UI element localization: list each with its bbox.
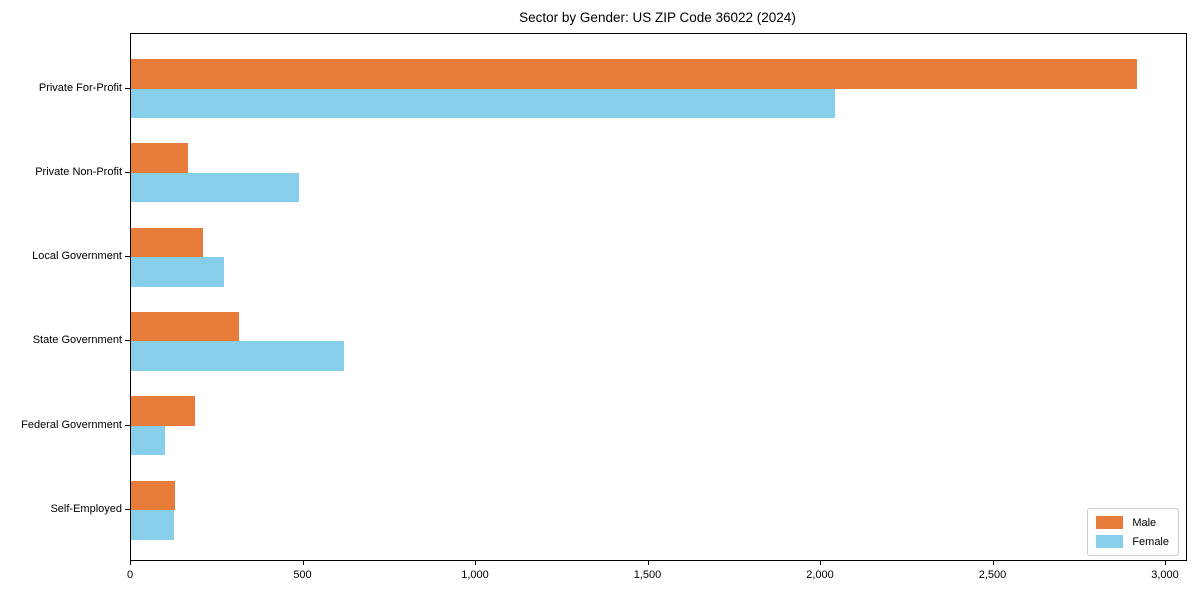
x-tick-mark-3 (647, 560, 649, 565)
x-tick-mark-5 (992, 560, 994, 565)
bar-female-1 (131, 172, 299, 203)
x-tick-mark-1 (302, 560, 304, 565)
legend-swatch-female (1096, 535, 1124, 548)
bar-female-0 (131, 88, 835, 118)
x-tick-label-4: 2,000 (806, 569, 834, 581)
x-tick-label-2: 1,000 (461, 569, 489, 581)
bar-male-1 (131, 143, 188, 173)
y-tick-label-3: State Government (32, 334, 122, 347)
y-tick-mark-2 (125, 256, 130, 258)
y-tick-mark-1 (125, 171, 130, 173)
y-tick-mark-0 (125, 87, 130, 89)
legend-label-female: Female (1132, 535, 1169, 548)
bar-male-0 (131, 59, 1137, 89)
x-tick-label-5: 2,500 (978, 569, 1007, 581)
x-tick-label-1: 500 (293, 569, 312, 581)
chart-title: Sector by Gender: US ZIP Code 36022 (202… (519, 10, 796, 25)
bar-male-4 (131, 396, 196, 426)
bar-male-5 (131, 480, 176, 510)
legend-item-female: Female (1096, 535, 1169, 548)
legend-label-male: Male (1132, 516, 1157, 529)
y-tick-mark-3 (125, 340, 130, 342)
x-tick-label-0: 0 (126, 569, 134, 581)
y-tick-mark-5 (125, 509, 130, 510)
x-tick-mark-6 (1165, 560, 1166, 565)
x-tick-mark-4 (820, 560, 821, 565)
y-tick-label-4: Federal Government (21, 418, 122, 431)
x-tick-label-6: 3,000 (1151, 569, 1179, 581)
plot-area: Male Female (130, 33, 1187, 561)
y-tick-label-5: Self-Employed (50, 503, 122, 515)
legend: Male Female (1087, 508, 1179, 556)
bar-female-3 (131, 341, 344, 371)
y-tick-label-2: Local Government (32, 250, 122, 263)
y-tick-mark-4 (125, 424, 130, 426)
x-tick-label-3: 1,500 (633, 569, 662, 581)
bar-male-3 (131, 311, 239, 342)
bar-male-2 (131, 227, 204, 258)
bar-female-2 (131, 257, 225, 287)
x-tick-mark-0 (130, 560, 131, 565)
x-tick-mark-2 (475, 560, 476, 565)
y-tick-label-1: Private Non-Profit (35, 165, 122, 178)
legend-item-male: Male (1096, 516, 1169, 529)
y-tick-label-0: Private For-Profit (38, 81, 122, 94)
bar-female-4 (131, 425, 166, 456)
legend-swatch-male (1096, 516, 1124, 529)
bar-female-5 (131, 510, 175, 540)
